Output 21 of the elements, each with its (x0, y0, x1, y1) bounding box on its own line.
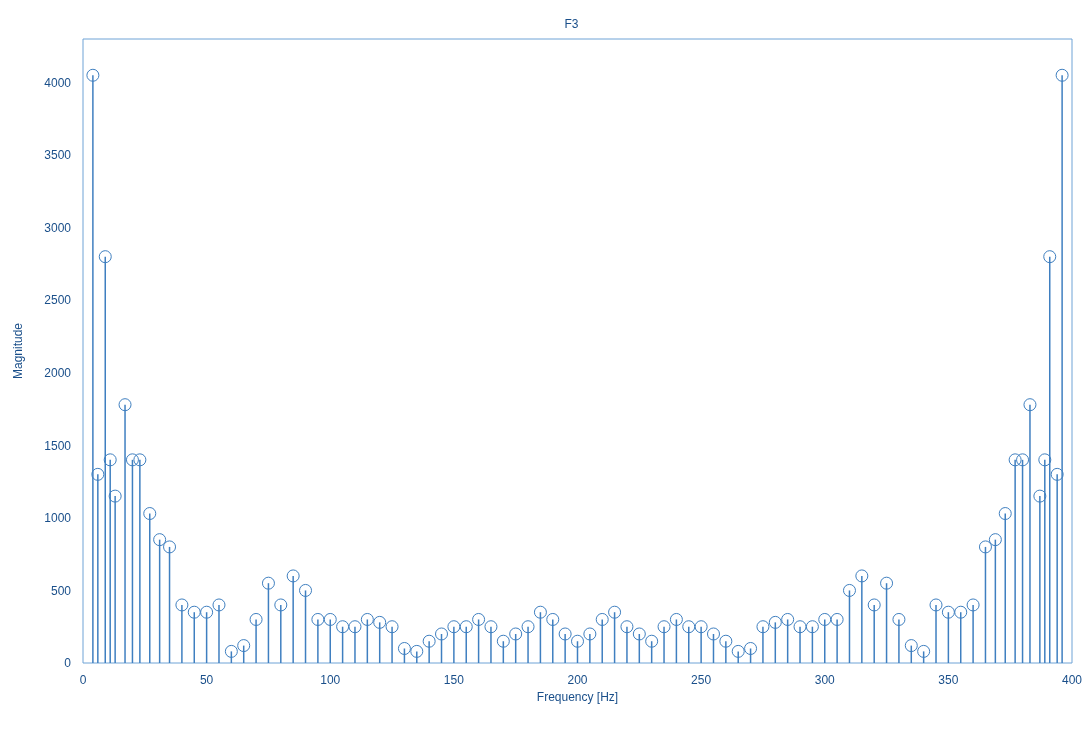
y-tick-label: 4000 (44, 75, 72, 90)
y-axis-title: Magnitude (11, 322, 26, 380)
y-tick-label: 500 (50, 583, 72, 598)
x-tick-label: 0 (79, 672, 87, 687)
x-tick-label: 350 (938, 672, 959, 687)
x-tick-label: 100 (320, 672, 341, 687)
y-tick-label: 1000 (44, 511, 72, 526)
y-tick-label: 0 (64, 656, 72, 671)
y-tick-label: 1500 (44, 438, 72, 453)
y-tick-label: 3000 (44, 220, 72, 235)
y-tick-label: 3500 (44, 148, 72, 163)
y-tick-label: 2000 (44, 366, 72, 381)
chart-title: F3 (564, 17, 579, 31)
x-tick-label: 50 (199, 672, 214, 687)
x-tick-label: 200 (567, 672, 588, 687)
x-tick-label: 250 (691, 672, 712, 687)
y-tick-label: 2500 (44, 293, 72, 308)
x-tick-label: 150 (443, 672, 465, 687)
x-axis-title: Frequency [Hz] (536, 690, 619, 704)
x-tick-label: 400 (1061, 672, 1083, 687)
x-tick-label: 300 (814, 672, 836, 687)
